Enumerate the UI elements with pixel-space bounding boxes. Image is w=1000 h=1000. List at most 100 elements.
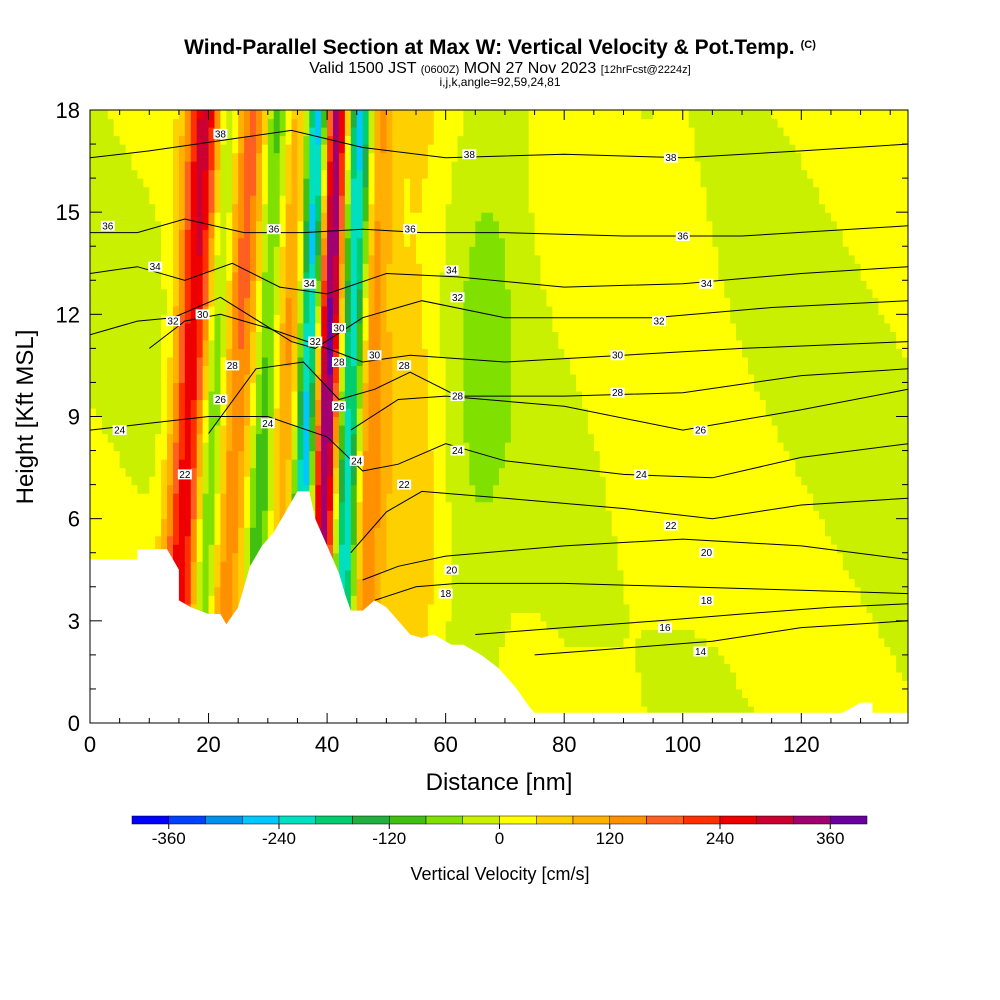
velocity-cell bbox=[392, 467, 399, 477]
velocity-cell bbox=[481, 229, 488, 239]
velocity-cell bbox=[220, 365, 227, 375]
velocity-cell bbox=[220, 186, 227, 196]
velocity-cell bbox=[178, 271, 186, 281]
velocity-cell bbox=[309, 203, 316, 213]
velocity-cell bbox=[119, 314, 127, 324]
velocity-cell bbox=[481, 612, 488, 622]
velocity-cell bbox=[410, 544, 417, 554]
velocity-cell bbox=[421, 569, 429, 579]
velocity-cell bbox=[469, 535, 476, 545]
velocity-cell bbox=[214, 433, 222, 443]
velocity-cell bbox=[101, 254, 109, 264]
velocity-cell bbox=[131, 152, 139, 162]
velocity-cell bbox=[155, 399, 162, 409]
velocity-cell bbox=[131, 373, 139, 384]
velocity-cell bbox=[421, 603, 429, 613]
velocity-cell bbox=[190, 569, 198, 579]
velocity-cell bbox=[344, 339, 352, 349]
velocity-cell bbox=[469, 518, 476, 528]
velocity-cell bbox=[327, 544, 334, 554]
velocity-cell bbox=[143, 229, 150, 239]
velocity-cell bbox=[475, 220, 482, 230]
velocity-cell bbox=[267, 433, 275, 443]
velocity-cell bbox=[184, 339, 192, 349]
velocity-cell bbox=[309, 493, 316, 503]
velocity-cell bbox=[202, 561, 210, 571]
velocity-cell bbox=[178, 280, 186, 290]
velocity-cell bbox=[220, 254, 227, 264]
velocity-cell bbox=[178, 569, 186, 579]
velocity-cell bbox=[421, 161, 429, 171]
velocity-cell bbox=[279, 229, 287, 239]
velocity-cell bbox=[356, 254, 364, 264]
velocity-cell bbox=[90, 212, 97, 222]
velocity-cell bbox=[178, 459, 186, 469]
velocity-cell bbox=[333, 493, 340, 503]
velocity-cell bbox=[493, 365, 500, 375]
velocity-cell bbox=[392, 433, 399, 443]
velocity-cell bbox=[232, 450, 239, 460]
velocity-cell bbox=[125, 356, 133, 367]
velocity-cell bbox=[125, 544, 133, 554]
velocity-cell bbox=[427, 144, 435, 154]
velocity-cell bbox=[368, 152, 376, 162]
velocity-cell bbox=[380, 442, 387, 452]
velocity-cell bbox=[238, 442, 245, 452]
velocity-cell bbox=[356, 229, 364, 239]
velocity-cell bbox=[439, 356, 447, 367]
velocity-cell bbox=[113, 467, 121, 477]
velocity-cell bbox=[184, 314, 192, 324]
velocity-cell bbox=[356, 595, 364, 605]
velocity-cell bbox=[416, 237, 423, 247]
velocity-cell bbox=[344, 442, 352, 452]
velocity-cell bbox=[463, 459, 470, 469]
velocity-cell bbox=[196, 595, 204, 605]
velocity-cell bbox=[244, 118, 251, 128]
velocity-cell bbox=[368, 425, 376, 435]
velocity-cell bbox=[362, 127, 370, 137]
velocity-cell bbox=[445, 322, 453, 332]
velocity-cell bbox=[439, 178, 447, 188]
velocity-cell bbox=[273, 373, 281, 384]
velocity-cell bbox=[113, 416, 121, 426]
velocity-cell bbox=[303, 399, 310, 409]
velocity-cell bbox=[398, 263, 405, 273]
velocity-cell bbox=[113, 152, 121, 162]
velocity-cell bbox=[155, 152, 162, 162]
velocity-cell bbox=[421, 127, 429, 137]
velocity-cell bbox=[226, 382, 233, 392]
velocity-cell bbox=[214, 288, 222, 298]
velocity-cell bbox=[421, 271, 429, 281]
velocity-cell bbox=[172, 382, 180, 392]
velocity-cell bbox=[451, 612, 459, 622]
velocity-cell bbox=[416, 127, 423, 137]
velocity-cell bbox=[493, 637, 500, 647]
velocity-cell bbox=[404, 561, 411, 571]
velocity-cell bbox=[202, 535, 210, 545]
velocity-cell bbox=[226, 322, 233, 332]
velocity-cell bbox=[161, 280, 168, 290]
velocity-cell bbox=[261, 373, 269, 384]
velocity-cell bbox=[386, 135, 393, 145]
velocity-cell bbox=[178, 339, 186, 349]
velocity-cell bbox=[261, 390, 269, 401]
velocity-cell bbox=[356, 501, 364, 511]
velocity-cell bbox=[309, 484, 316, 494]
velocity-cell bbox=[303, 263, 310, 273]
velocity-cell bbox=[368, 237, 376, 247]
velocity-cell bbox=[398, 127, 405, 137]
velocity-cell bbox=[344, 195, 352, 205]
velocity-cell bbox=[119, 493, 127, 503]
velocity-cell bbox=[279, 314, 287, 324]
velocity-cell bbox=[427, 339, 435, 349]
velocity-cell bbox=[238, 476, 245, 486]
velocity-cell bbox=[113, 288, 121, 298]
velocity-cell bbox=[392, 280, 399, 290]
velocity-cell bbox=[410, 603, 417, 613]
velocity-cell bbox=[481, 280, 488, 290]
velocity-cell bbox=[321, 152, 328, 162]
velocity-cell bbox=[238, 254, 245, 264]
velocity-cell bbox=[261, 195, 269, 205]
velocity-cell bbox=[267, 237, 275, 247]
velocity-cell bbox=[445, 331, 453, 341]
